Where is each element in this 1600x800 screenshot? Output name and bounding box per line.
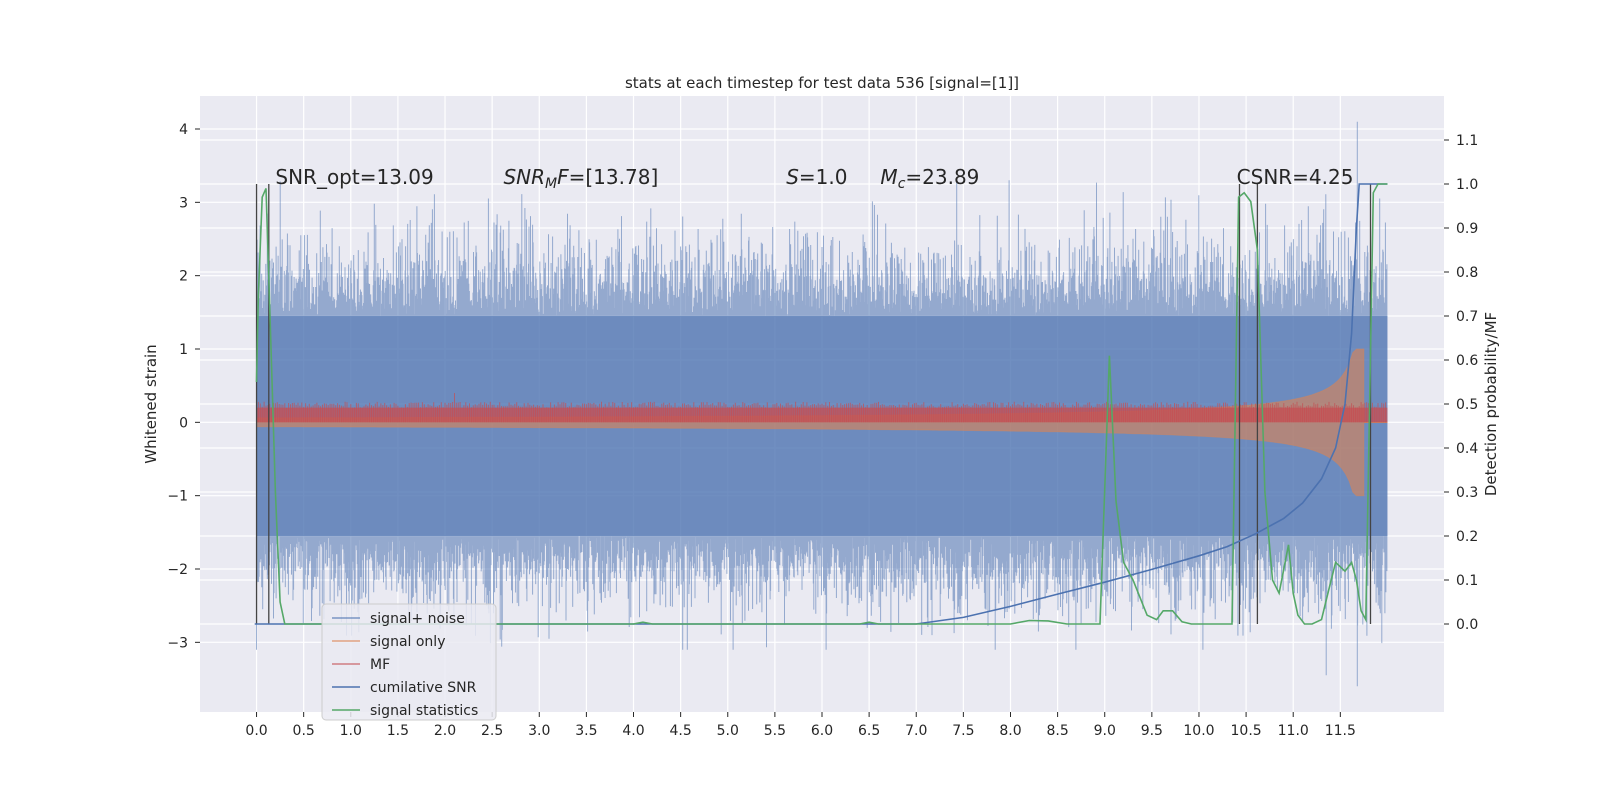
annotation-4: CSNR=4.25 [1237, 165, 1354, 189]
annotation-3: Mc=23.89 [880, 165, 979, 192]
signal-statistics-line [255, 183, 1388, 625]
y-right-tick-label: 0.9 [1456, 221, 1478, 237]
y-left-tick-label: 0 [179, 415, 188, 431]
x-axis: 0.0 0.5 1.0 1.5 2.0 2.5 3.0 3.5 4.0 4.5 5.0 5.5 6.0 6… [245, 712, 1356, 739]
legend-box [321, 603, 497, 721]
y-left-tick-label: −2 [167, 562, 188, 578]
x-tick-label: 8.5 [1046, 723, 1068, 739]
x-tick-label: 3.5 [575, 723, 597, 739]
x-tick-label: 0.5 [293, 723, 315, 739]
x-tick-label: 5.5 [764, 723, 786, 739]
x-tick-label: 7.0 [905, 723, 927, 739]
x-tick-label: 1.5 [387, 723, 409, 739]
y-right-tick-label: 0.4 [1456, 441, 1478, 457]
y-right-tick-label: 0.6 [1456, 353, 1478, 369]
x-tick-label: 4.5 [670, 723, 692, 739]
y-right-tick-label: 0.0 [1456, 617, 1478, 633]
x-tick-label: 11.0 [1278, 723, 1309, 739]
legend-label: signal only [370, 634, 445, 650]
y-axis-left-label: Whitened strain [142, 344, 160, 463]
x-tick-label: 3.0 [528, 723, 550, 739]
y-right-tick-label: 0.2 [1456, 529, 1478, 545]
x-tick-label: 4.0 [622, 723, 644, 739]
annotation-1: SNRMF=[13.78] [503, 165, 658, 192]
y-left-tick-label: −1 [167, 489, 188, 505]
legend: signal+ noise signal only MF cumilative SNR… [321, 603, 497, 721]
annotations: SNR_opt=13.09 SNRMF=[13.78] S=1.0 Mc=23.89 C… [275, 165, 1353, 192]
x-tick-label: 11.5 [1325, 723, 1356, 739]
legend-label: signal+ noise [370, 611, 465, 627]
x-tick-label: 9.0 [1094, 723, 1116, 739]
legend-label: MF [370, 657, 390, 673]
legend-label: signal statistics [370, 703, 478, 719]
y-axis-right-label: Detection probability/MF [1482, 312, 1500, 496]
x-tick-label: 2.5 [481, 723, 503, 739]
chart-title: stats at each timestep for test data 536… [625, 74, 1019, 92]
x-tick-label: 0.0 [245, 723, 267, 739]
y-right-tick-label: 0.3 [1456, 485, 1478, 501]
y-left-tick-label: 2 [179, 269, 188, 285]
series-cumulative-snr [254, 183, 1388, 625]
series-signal-statistics [255, 183, 1388, 625]
y-left-tick-label: 1 [179, 342, 188, 358]
y-axis-left: −3 −2 −1 0 1 2 3 4 [167, 122, 200, 651]
x-tick-label: 1.0 [340, 723, 362, 739]
x-tick-label: 8.0 [999, 723, 1021, 739]
y-left-tick-label: −3 [167, 635, 188, 651]
y-right-tick-label: 1.0 [1456, 177, 1478, 193]
x-tick-label: 5.0 [717, 723, 739, 739]
annotation-2: S=1.0 [786, 165, 847, 189]
x-tick-label: 6.0 [811, 723, 833, 739]
y-right-tick-label: 0.7 [1456, 309, 1478, 325]
y-right-tick-label: 0.8 [1456, 265, 1478, 281]
y-right-tick-label: 1.1 [1456, 133, 1478, 149]
x-tick-label: 7.5 [952, 723, 974, 739]
legend-label: cumilative SNR [370, 680, 477, 696]
y-axis-right: 0.0 0.1 0.2 0.3 0.4 0.5 0.6 0.7 0.8 0.9 1.0 1.1 [1444, 133, 1478, 633]
annotation-0: SNR_opt=13.09 [275, 165, 433, 189]
y-right-tick-label: 0.1 [1456, 573, 1478, 589]
x-tick-label: 6.5 [858, 723, 880, 739]
x-tick-label: 10.0 [1183, 723, 1214, 739]
x-tick-label: 2.0 [434, 723, 456, 739]
y-right-tick-label: 0.5 [1456, 397, 1478, 413]
x-tick-label: 9.5 [1141, 723, 1163, 739]
x-tick-label: 10.5 [1231, 723, 1262, 739]
y-left-tick-label: 4 [179, 122, 188, 138]
cumulative-snr-line [254, 183, 1388, 625]
y-left-tick-label: 3 [179, 195, 188, 211]
